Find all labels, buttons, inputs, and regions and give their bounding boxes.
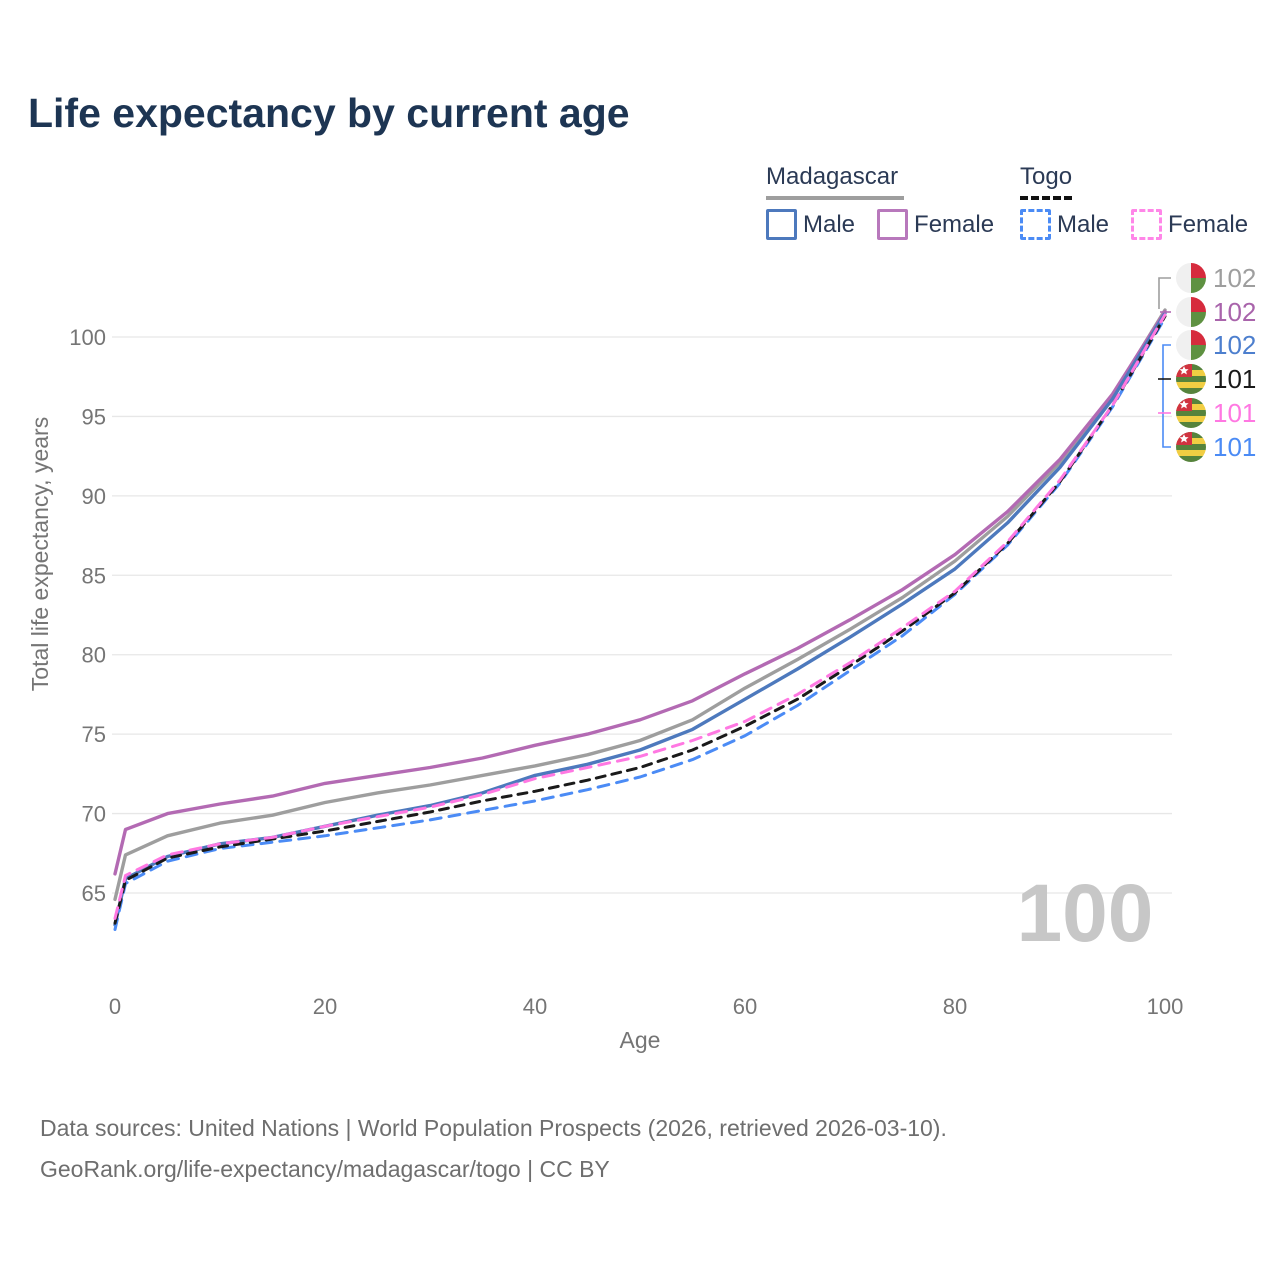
togo-flag-icon [1176, 432, 1206, 462]
attribution-text: GeoRank.org/life-expectancy/madagascar/t… [40, 1156, 610, 1182]
legend-label: Female [1168, 210, 1249, 238]
x-tick-label: 20 [313, 994, 337, 1019]
leader-line [1158, 277, 1171, 309]
data-sources-text: Data sources: United Nations | World Pop… [40, 1115, 947, 1141]
legend-item-madagascar-female[interactable]: Female [877, 209, 994, 240]
togo-flag-icon [1176, 364, 1206, 394]
end-label-togo-male[interactable]: 101 [1176, 432, 1256, 462]
end-label-madagascar-male[interactable]: 102 [1176, 330, 1256, 360]
y-axis-title: Total life expectancy, years [27, 417, 53, 691]
legend-label: Male [803, 210, 856, 238]
y-tick-label: 85 [82, 563, 106, 588]
series-line-togo-female[interactable] [113, 313, 1167, 920]
y-tick-label: 75 [82, 722, 106, 747]
y-tick-label: 70 [82, 802, 106, 827]
end-label-value: 101 [1213, 363, 1257, 394]
series-line-togo-male[interactable] [113, 316, 1167, 931]
x-tick-label: 60 [733, 994, 757, 1019]
madagascar-flag-icon [1176, 297, 1206, 327]
togo-flag-icon [1176, 398, 1206, 428]
end-label-madagascar-female[interactable]: 102 [1176, 297, 1256, 327]
series-line-madagascar-female[interactable] [113, 309, 1167, 876]
series-line-madagascar-male[interactable] [113, 311, 1167, 927]
legend-label: Female [914, 210, 995, 238]
madagascar-flag-icon [1176, 330, 1206, 360]
madagascar-female-swatch-icon [877, 209, 909, 240]
x-tick-label: 40 [523, 994, 547, 1019]
y-tick-label: 90 [82, 484, 106, 509]
leader-line [1162, 344, 1171, 448]
y-tick-label: 100 [69, 325, 106, 350]
page-title: Life expectancy by current age [28, 90, 630, 136]
end-label-value: 102 [1213, 329, 1257, 360]
end-label-value: 101 [1213, 431, 1257, 462]
x-tick-label: 100 [1147, 994, 1184, 1019]
legend-item-madagascar-male[interactable]: Male [766, 209, 855, 240]
y-tick-label: 80 [82, 643, 106, 668]
togo-female-swatch-icon [1131, 209, 1163, 240]
series-line-togo-total[interactable] [113, 314, 1167, 925]
legend-group-madagascar: Madagascar Male Female [766, 163, 994, 240]
footer: Data sources: United Nations | World Pop… [40, 1108, 947, 1190]
end-label-value: 101 [1213, 397, 1257, 428]
legend-item-togo-male[interactable]: Male [1020, 209, 1109, 240]
end-label-togo-total[interactable]: 101 [1176, 364, 1256, 394]
line-chart: 65 70 75 80 85 90 95 100 100 0 20 40 60 80 100 Age Total… [27, 277, 1184, 1053]
watermark-age: 100 [1017, 868, 1154, 959]
series-line-madagascar-total[interactable] [113, 308, 1167, 902]
legend-label: Male [1057, 210, 1110, 238]
end-label-value: 102 [1213, 296, 1257, 327]
legend-item-togo-female[interactable]: Female [1131, 209, 1248, 240]
x-tick-label: 0 [109, 994, 121, 1019]
end-label-value: 102 [1213, 262, 1257, 293]
end-label-togo-female[interactable]: 101 [1176, 398, 1256, 428]
legend-header-madagascar[interactable]: Madagascar [766, 163, 904, 200]
madagascar-male-swatch-icon [766, 209, 797, 240]
legend-header-togo[interactable]: Togo [1020, 163, 1073, 200]
x-axis-title: Age [620, 1027, 661, 1053]
madagascar-flag-icon [1176, 263, 1206, 293]
y-tick-label: 65 [82, 881, 106, 906]
y-tick-label: 95 [82, 404, 106, 429]
legend-group-togo: Togo Male Female [1020, 163, 1248, 240]
togo-male-swatch-icon [1020, 209, 1051, 240]
x-tick-label: 80 [943, 994, 967, 1019]
end-label-madagascar-total[interactable]: 102 [1176, 263, 1256, 293]
